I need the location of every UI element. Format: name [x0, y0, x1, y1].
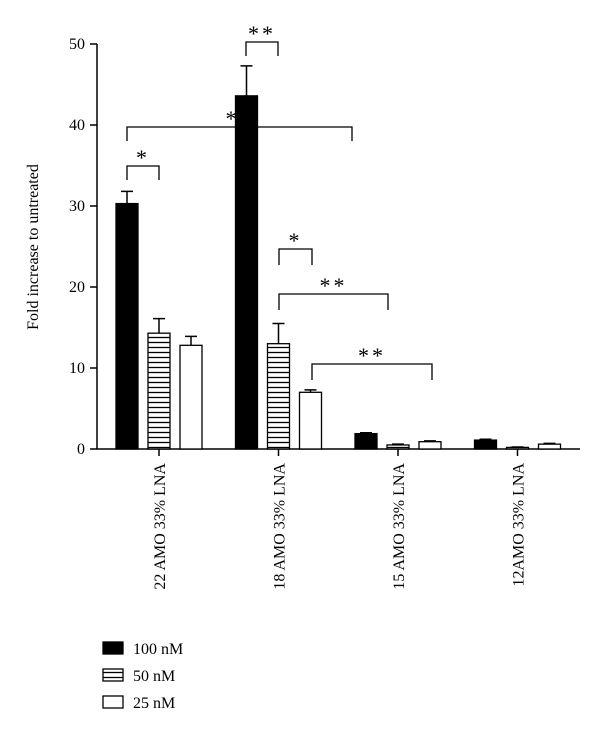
y-tick-label: 0	[77, 441, 85, 458]
legend-swatch	[103, 642, 123, 654]
bar	[180, 345, 202, 449]
y-tick-label: 30	[69, 198, 85, 215]
y-tick-label: 10	[69, 360, 85, 377]
significance-label: **	[358, 343, 386, 368]
bar	[268, 344, 290, 449]
significance-label: **	[320, 273, 348, 298]
legend-swatch	[103, 669, 123, 681]
error-bar	[153, 319, 165, 334]
bar	[236, 96, 258, 449]
bar	[539, 444, 561, 449]
bar	[148, 333, 170, 449]
error-bar	[273, 323, 285, 343]
x-tick-label: 22 AMO 33% LNA	[152, 463, 169, 590]
legend-swatch	[103, 696, 123, 708]
significance-label: *	[136, 145, 150, 170]
legend-label: 25 nM	[133, 695, 175, 712]
x-tick-label: 15 AMO 33% LNA	[391, 463, 408, 590]
bar	[355, 434, 377, 449]
y-tick-label: 20	[69, 279, 85, 296]
y-tick-label: 50	[69, 36, 85, 53]
bar	[419, 442, 441, 449]
bar	[387, 445, 409, 449]
error-bar	[241, 66, 253, 96]
bar	[116, 204, 138, 449]
x-tick-label: 18 AMO 33% LNA	[272, 463, 289, 590]
significance-label: *	[289, 228, 303, 253]
significance-label: **	[248, 21, 276, 46]
legend-label: 50 nM	[133, 668, 175, 685]
error-bar	[121, 191, 133, 203]
bar	[475, 440, 497, 449]
bar	[300, 392, 322, 449]
legend-label: 100 nM	[133, 641, 183, 658]
x-tick-label: 12AMO 33% LNA	[511, 463, 528, 587]
bar	[507, 447, 529, 449]
error-bar	[185, 336, 197, 345]
y-axis-label: Fold increase to untreated	[25, 164, 42, 330]
y-tick-label: 40	[69, 117, 85, 134]
significance-label: **	[226, 106, 254, 131]
